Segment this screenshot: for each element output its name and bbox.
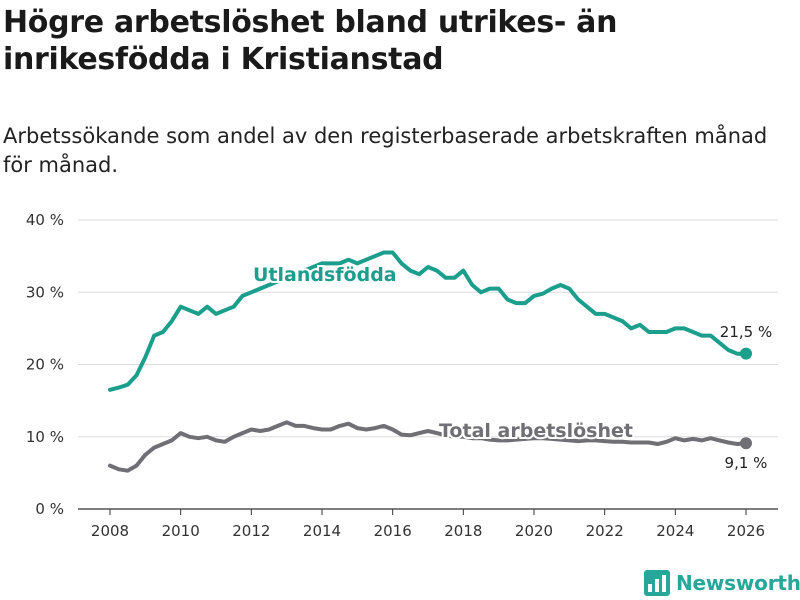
y-tick-label: 20 % bbox=[26, 356, 64, 374]
labels: Utlandsfödda 21,5 % Total arbetslöshet 9,1 … bbox=[251, 262, 772, 472]
x-tick-label: 2010 bbox=[162, 522, 200, 540]
x-tick-label: 2022 bbox=[586, 522, 624, 540]
series-line-utlandsf-dda bbox=[108, 250, 748, 392]
end-marker-utlandsf-dda bbox=[740, 347, 752, 360]
chart-title: Högre arbetslöshet bland utrikes- än inr… bbox=[3, 5, 618, 77]
x-tick-label: 2012 bbox=[232, 522, 270, 540]
axes: 0 % 10 % 20 % 30 % 40 % 2008 2010 2012 2014 2016 2… bbox=[26, 211, 778, 540]
y-tick-label: 0 % bbox=[35, 500, 64, 518]
chart-subtitle: Arbetssökande som andel av den registerb… bbox=[3, 124, 768, 177]
x-tick-label: 2024 bbox=[656, 522, 694, 540]
end-marker-total-arbetsl-shet bbox=[740, 437, 752, 450]
x-tick-label: 2008 bbox=[91, 522, 129, 540]
end-value-label-utlandsf-dda: 21,5 % bbox=[720, 323, 772, 341]
newsworthy-logo-icon bbox=[644, 570, 670, 596]
x-tick-label: 2020 bbox=[515, 522, 553, 540]
y-tick-label: 10 % bbox=[26, 428, 64, 446]
y-tick-label: 30 % bbox=[26, 283, 64, 301]
series-label-total-arbetsl-shet: Total arbetslöshet bbox=[439, 420, 633, 442]
series-label-utlandsf-dda: Utlandsfödda bbox=[253, 264, 397, 286]
x-tick-label: 2016 bbox=[374, 522, 412, 540]
series-line-total-arbetsl-shet bbox=[108, 420, 748, 473]
y-tick-label: 40 % bbox=[26, 211, 64, 229]
end-value-label-total-arbetsl-shet: 9,1 % bbox=[725, 454, 768, 472]
brand-name: Newsworthy bbox=[676, 571, 800, 595]
x-tick-label: 2014 bbox=[303, 522, 341, 540]
newsworthy-brand[interactable]: Newsworthy bbox=[644, 570, 800, 596]
x-tick-label: 2018 bbox=[444, 522, 482, 540]
series bbox=[108, 250, 752, 473]
x-tick-label: 2026 bbox=[727, 522, 765, 540]
